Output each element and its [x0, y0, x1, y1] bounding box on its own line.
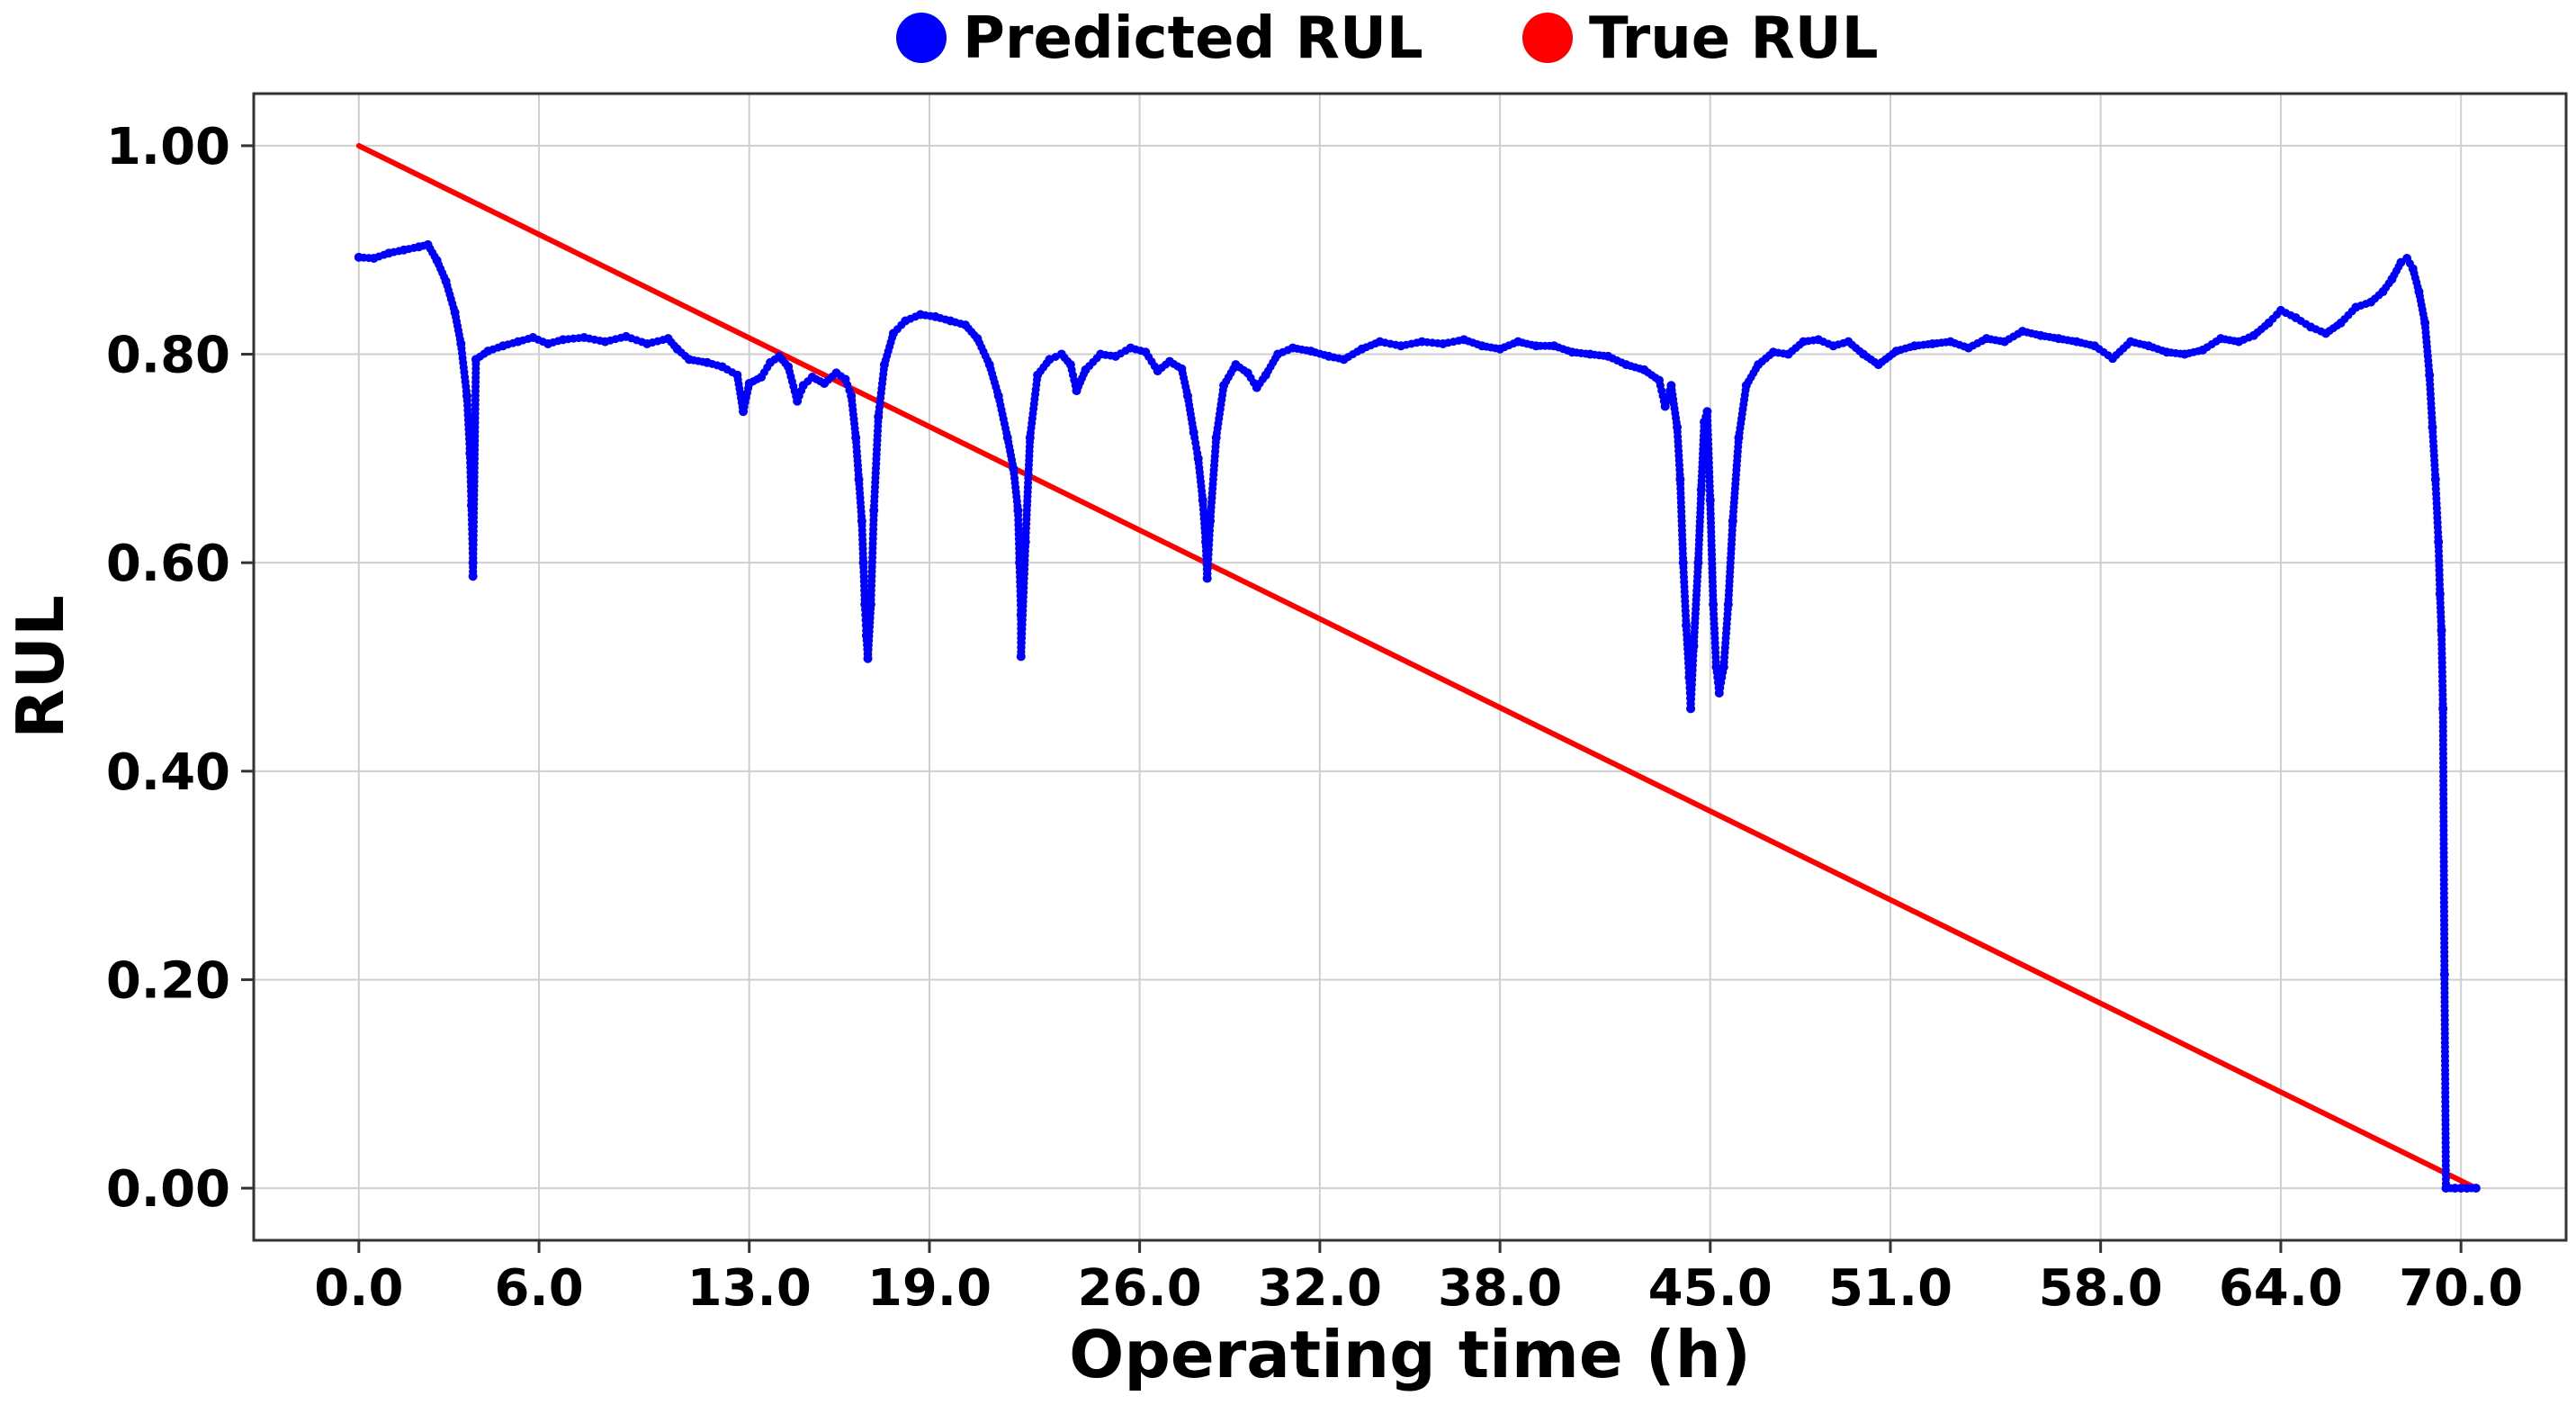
x-tick-label: 0.0	[314, 1259, 403, 1318]
x-tick-label: 64.0	[2219, 1259, 2343, 1318]
legend-label-true: True RUL	[1589, 5, 1878, 72]
legend-marker-true	[1522, 13, 1573, 63]
x-tick-label: 26.0	[1078, 1259, 1202, 1318]
predicted-rul-point	[2471, 1184, 2481, 1193]
x-axis-title: Operating time (h)	[1069, 1317, 1751, 1392]
legend: Predicted RUL True RUL	[896, 5, 1878, 72]
predicted-rul-series	[354, 239, 2481, 1193]
y-tick-label: 0.40	[106, 743, 230, 802]
grid	[254, 94, 2566, 1240]
legend-label-predicted: Predicted RUL	[963, 5, 1423, 72]
y-tick-label: 1.00	[106, 118, 230, 176]
x-tick-label: 13.0	[687, 1259, 812, 1318]
legend-marker-predicted	[896, 13, 947, 63]
x-tick-label: 51.0	[1828, 1259, 1952, 1318]
x-tick-label: 19.0	[867, 1259, 992, 1318]
y-tick-label: 0.80	[106, 327, 230, 385]
true-rul-series	[355, 142, 2479, 1192]
y-axis-title: RUL	[3, 595, 78, 739]
true-rul-line	[355, 142, 2479, 1192]
x-axis-ticks: 0.0 6.0 13.0 19.0 26.0 32.0 38.0 45.0 51.0 58.0 64…	[314, 1240, 2523, 1318]
x-tick-label: 6.0	[494, 1259, 583, 1318]
y-tick-label: 0.20	[106, 951, 230, 1010]
y-tick-label: 0.60	[106, 535, 230, 593]
y-tick-label: 0.00	[106, 1160, 230, 1219]
x-tick-label: 70.0	[2399, 1259, 2523, 1318]
x-tick-label: 38.0	[1438, 1259, 1562, 1318]
x-tick-label: 32.0	[1258, 1259, 1382, 1318]
plot-frame	[252, 92, 2568, 1242]
x-tick-label: 58.0	[2039, 1259, 2163, 1318]
x-tick-label: 45.0	[1648, 1259, 1773, 1318]
y-axis-ticks: 0.00 0.20 0.40 0.60 0.80 1.00	[106, 118, 254, 1219]
